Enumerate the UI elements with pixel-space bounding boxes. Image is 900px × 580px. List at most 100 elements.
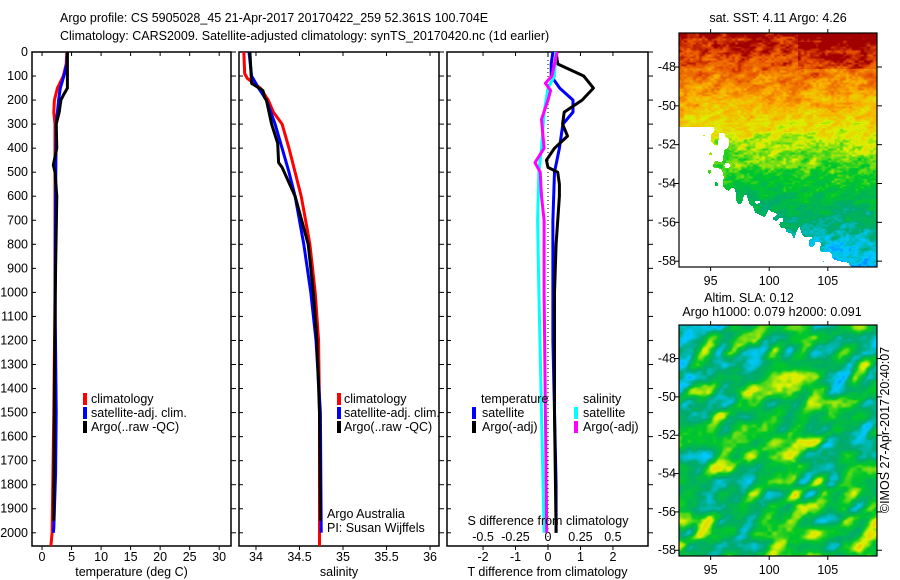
x-tick-label: 35.5 — [374, 550, 398, 564]
legend-swatch-satellite — [83, 407, 87, 419]
lat-tick-label: -48 — [658, 60, 676, 74]
y-tick-label: 1900 — [0, 502, 28, 516]
legend-title-temperature: temperature — [481, 392, 548, 406]
x-tick-label: 30 — [212, 550, 226, 564]
legend-swatch-climatology — [83, 393, 87, 405]
lat-tick-label: -48 — [658, 352, 676, 366]
lon-tick-label: 105 — [817, 563, 838, 577]
lon-tick-label: 95 — [704, 563, 718, 577]
legend-label: climatology — [344, 392, 407, 406]
plot-frame — [31, 51, 232, 547]
x-tick-label: 34 — [249, 550, 263, 564]
y-tick-label: 0 — [21, 45, 28, 59]
legend-label: Argo(..raw -QC) — [91, 420, 179, 434]
y-tick-label: 800 — [7, 237, 28, 251]
y-tick-label: 1100 — [1, 309, 28, 323]
y-tick-label: 200 — [7, 93, 28, 107]
credit-line-2: PI: Susan Wijffels — [327, 521, 425, 535]
s-tick-label: -0.25 — [501, 530, 530, 544]
x-axis-label: temperature (deg C) — [75, 565, 188, 579]
y-tick-label: 1500 — [0, 406, 28, 420]
s-axis-label: S difference from climatology — [468, 514, 630, 528]
x-axis-label: salinity — [320, 565, 359, 579]
lat-tick-label: -58 — [658, 254, 676, 268]
y-tick-label: 1400 — [0, 382, 28, 396]
legend-label: climatology — [91, 392, 154, 406]
salinity-panel: 34 34.5 35 35.5 36 salinity — [238, 51, 444, 579]
y-tick-label: 500 — [7, 165, 28, 179]
sst-map — [679, 33, 877, 267]
x-tick-label: 5 — [68, 550, 75, 564]
series-line-climatology — [242, 51, 321, 546]
legend-label: Argo(-adj) — [583, 420, 639, 434]
y-tick-label: 900 — [7, 261, 28, 275]
map-axes: -48 -50 -52 -54 -56 -58 95 100 105 -48 -50 -52 -54 -5… — [658, 29, 882, 577]
x-tick-label: 35 — [336, 550, 350, 564]
lat-tick-label: -50 — [658, 390, 676, 404]
legend-swatch-argo — [337, 421, 341, 433]
lat-tick-label: -56 — [658, 505, 676, 519]
x-tick-label: 25 — [183, 550, 197, 564]
lat-tick-label: -50 — [658, 99, 676, 113]
sla-map — [679, 325, 877, 556]
y-tick-label: 300 — [7, 117, 28, 131]
series-line-satellite-adj-clim- — [247, 51, 323, 533]
lat-tick-label: -54 — [658, 176, 676, 190]
x-axis-label: T difference from climatology — [467, 565, 628, 579]
series-line-s-satellite — [536, 51, 558, 533]
y-tick-label: 1300 — [0, 358, 28, 372]
legend-label: satellite — [583, 406, 625, 420]
temperature-legend: climatology satellite-adj. clim. Argo(..… — [83, 392, 187, 434]
title-line-2: Climatology: CARS2009. Satellite-adjuste… — [60, 29, 549, 43]
legend-swatch-argo — [83, 421, 87, 433]
sla-map-title-1: Altim. SLA: 0.12 — [704, 291, 794, 305]
difference-legend: temperature satellite Argo(-adj) salinit… — [472, 392, 639, 434]
legend-swatch-climatology — [337, 393, 341, 405]
legend-label: Argo(..raw -QC) — [344, 420, 432, 434]
x-tick-label: 0 — [545, 550, 552, 564]
series-line-s-argo-adj- — [533, 51, 559, 533]
lat-tick-label: -54 — [658, 467, 676, 481]
salinity-legend: climatology satellite-adj. clim. Argo(..… — [337, 392, 440, 434]
legend-label: Argo(-adj) — [482, 420, 538, 434]
legend-label: satellite-adj. clim. — [344, 406, 440, 420]
series-line-t-argo-adj- — [544, 51, 595, 533]
plot-frame — [238, 51, 440, 547]
y-tick-label: 700 — [7, 213, 28, 227]
y-tick-label: 1600 — [0, 430, 28, 444]
x-tick-label: 0 — [39, 550, 46, 564]
lon-tick-label: 105 — [817, 274, 838, 288]
y-tick-label: 600 — [7, 189, 28, 203]
legend-swatch-s-satellite — [574, 407, 578, 419]
temperature-panel: 0100200300400500600700800900100011001200… — [0, 45, 236, 579]
title-line-1: Argo profile: CS 5905028_45 21-Apr-2017 … — [60, 11, 488, 25]
legend-swatch-t-argo — [472, 421, 476, 433]
legend-label: satellite — [482, 406, 524, 420]
lat-tick-label: -52 — [658, 428, 676, 442]
x-tick-label: 15 — [124, 550, 138, 564]
lon-tick-label: 100 — [759, 274, 780, 288]
sst-map-title: sat. SST: 4.11 Argo: 4.26 — [709, 11, 846, 25]
difference-panel: -2 -1 0 1 2T difference from climatology -0.5… — [446, 51, 653, 579]
y-tick-label: 400 — [7, 141, 28, 155]
y-tick-label: 1200 — [0, 333, 28, 347]
legend-swatch-s-argo — [574, 421, 578, 433]
lat-tick-label: -58 — [658, 543, 676, 557]
sla-map-title-2: Argo h1000: 0.079 h2000: 0.091 — [682, 305, 861, 319]
x-tick-label: 10 — [94, 550, 108, 564]
y-tick-label: 1800 — [0, 478, 28, 492]
y-tick-label: 1000 — [0, 285, 28, 299]
lon-tick-label: 100 — [759, 563, 780, 577]
legend-label: satellite-adj. clim. — [91, 406, 187, 420]
x-tick-label: 2 — [609, 550, 616, 564]
series-line-argo-raw-qc- — [51, 52, 69, 521]
x-tick-label: 36 — [423, 550, 437, 564]
credit-line-1: Argo Australia — [327, 507, 405, 521]
lat-tick-label: -52 — [658, 138, 676, 152]
x-tick-label: -1 — [510, 550, 521, 564]
lat-tick-label: -56 — [658, 215, 676, 229]
y-tick-label: 2000 — [0, 526, 28, 540]
s-tick-label: -0.5 — [472, 530, 494, 544]
legend-swatch-satellite — [337, 407, 341, 419]
